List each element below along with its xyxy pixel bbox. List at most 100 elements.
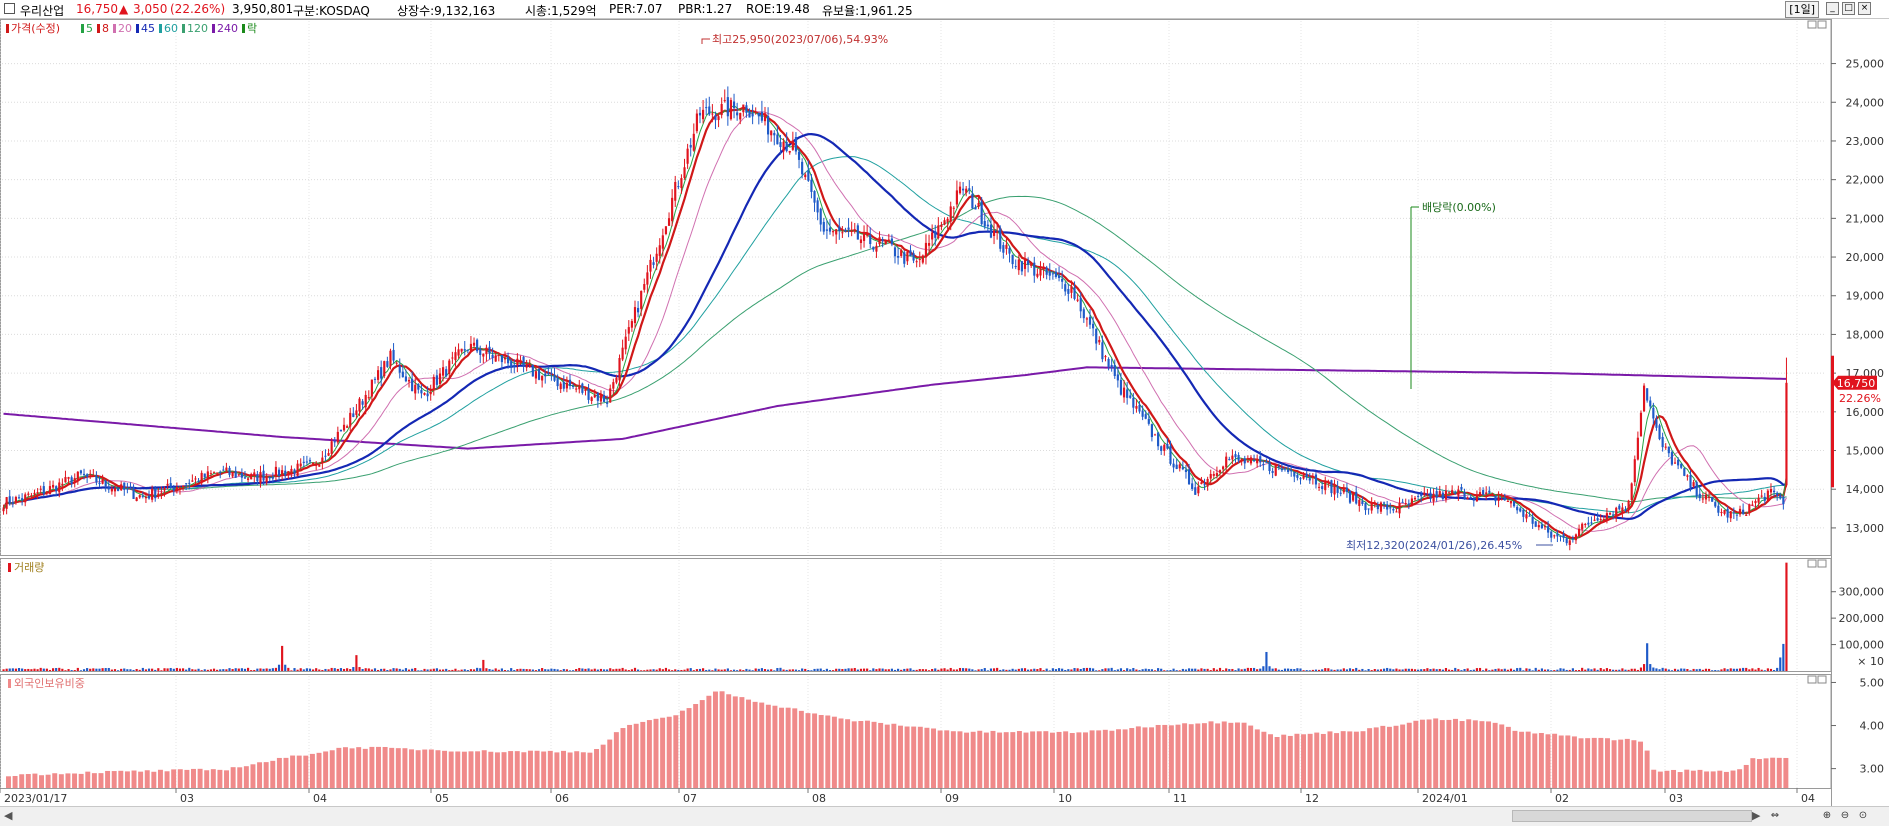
candle-body xyxy=(1571,538,1574,540)
volume-bar xyxy=(856,669,859,671)
scroll-left-icon[interactable]: ◀ xyxy=(4,809,13,822)
volume-bar xyxy=(751,670,754,671)
candle-body xyxy=(927,243,931,246)
zoom-out-icon[interactable]: ⊖ xyxy=(1840,810,1850,821)
volume-bar xyxy=(1147,669,1150,671)
candle-body xyxy=(810,179,813,192)
candle-body xyxy=(890,238,893,245)
volume-bar xyxy=(120,668,123,671)
volume-bar xyxy=(1457,669,1460,671)
foreign-ownership-bar xyxy=(587,752,593,788)
volume-bar xyxy=(1568,669,1571,671)
candle-body xyxy=(243,477,247,479)
header-checkbox[interactable] xyxy=(4,3,15,14)
foreign-ownership-bar xyxy=(1215,723,1221,788)
volume-bar xyxy=(1618,669,1621,671)
candle-body xyxy=(1615,507,1618,517)
candle-body xyxy=(1153,434,1157,436)
date-tick-label: 10 xyxy=(1058,792,1072,805)
volume-bar xyxy=(996,667,999,671)
candle-body xyxy=(1104,356,1107,358)
volume-bar xyxy=(757,668,760,671)
foreign-ownership-bar xyxy=(1380,725,1386,788)
volume-bar xyxy=(181,668,185,671)
candle-body xyxy=(1605,513,1609,522)
volume-bar xyxy=(587,668,590,671)
candle-body xyxy=(33,492,36,495)
candle-body xyxy=(1110,364,1113,368)
chart-scrollbar[interactable]: ◀ ▶ ⇔ ⊕ ⊖ ⊙ xyxy=(0,806,1889,826)
close-icon[interactable]: × xyxy=(1858,2,1871,15)
candle-body xyxy=(1194,487,1197,495)
maximize-icon[interactable]: □ xyxy=(1842,2,1855,15)
volume-bar xyxy=(1389,668,1392,671)
foreign-ownership-bar xyxy=(977,730,983,788)
volume-bar xyxy=(1785,562,1788,671)
candle-body xyxy=(1011,254,1014,265)
candle-body xyxy=(621,347,624,360)
volume-bar xyxy=(507,670,510,671)
scroll-thumb[interactable] xyxy=(1512,810,1752,822)
volume-bar xyxy=(129,669,132,671)
price-y-axis: 25,00024,00023,00022,00021,00020,00019,0… xyxy=(1831,58,1884,535)
zoom-reset-icon[interactable]: ⊙ xyxy=(1858,810,1868,821)
volume-bar xyxy=(1392,669,1395,671)
candle-body xyxy=(739,113,742,120)
volume-bar xyxy=(1429,669,1432,671)
volume-bar xyxy=(1277,669,1280,671)
candle-body xyxy=(1379,502,1383,512)
volume-bar xyxy=(1259,668,1262,671)
volume-bar xyxy=(562,668,565,671)
volume-bar xyxy=(1256,669,1259,671)
volume-bar xyxy=(1707,668,1711,671)
volume-bar xyxy=(1686,669,1689,671)
candle-body xyxy=(336,431,339,443)
volume-bar xyxy=(667,669,671,671)
volume-bar xyxy=(383,668,386,671)
foreign-ownership-bar xyxy=(12,775,18,788)
price-tick-label: 22,000 xyxy=(1846,174,1885,187)
volume-bar xyxy=(287,667,290,671)
candle-body xyxy=(1673,462,1677,464)
volume-bar xyxy=(1407,668,1410,671)
scroll-right-icon[interactable]: ▶ xyxy=(1752,809,1761,822)
foreign-ownership-bar xyxy=(1010,732,1016,788)
minimize-icon[interactable]: _ xyxy=(1826,2,1839,15)
volume-bar xyxy=(1599,668,1602,671)
ma60-line xyxy=(3,156,1787,514)
candle-body xyxy=(1488,490,1491,493)
volume-bar xyxy=(404,668,408,671)
candle-body xyxy=(912,253,915,261)
candle-body xyxy=(1324,480,1327,491)
period-selector[interactable]: [1일] xyxy=(1785,1,1819,18)
volume-bar xyxy=(847,668,850,671)
candle-body xyxy=(1364,503,1367,511)
candle-body xyxy=(1407,503,1410,505)
candle-body xyxy=(729,100,733,120)
volume-bar xyxy=(1729,668,1732,671)
foreign-ownership-bar xyxy=(1750,758,1756,788)
volume-bar xyxy=(1673,668,1677,671)
volume-bar xyxy=(1014,669,1017,671)
foreign-ownership-bar xyxy=(1083,732,1088,788)
zoom-slider-icon[interactable]: ⇔ xyxy=(1770,810,1780,821)
date-tick-label: 11 xyxy=(1173,792,1187,805)
price-tick-label: 16,000 xyxy=(1846,406,1885,419)
volume-bar xyxy=(1630,668,1633,671)
volume-bar xyxy=(1370,670,1373,671)
volume-bar xyxy=(1751,668,1754,671)
candle-body xyxy=(231,471,234,477)
candle-body xyxy=(819,208,822,225)
date-tick-label: 07 xyxy=(683,792,697,805)
foreign-ownership-bar xyxy=(937,730,943,788)
candle-body xyxy=(265,475,268,483)
zoom-in-icon[interactable]: ⊕ xyxy=(1822,810,1832,821)
volume-bar xyxy=(1197,669,1200,671)
candle-body xyxy=(593,394,596,398)
volume-bar xyxy=(423,668,426,671)
volume-bar xyxy=(1441,669,1444,671)
candle-body xyxy=(866,232,869,236)
foreign-ownership-bar xyxy=(924,727,930,788)
candle-body xyxy=(977,203,980,207)
candle-body xyxy=(1698,493,1701,499)
